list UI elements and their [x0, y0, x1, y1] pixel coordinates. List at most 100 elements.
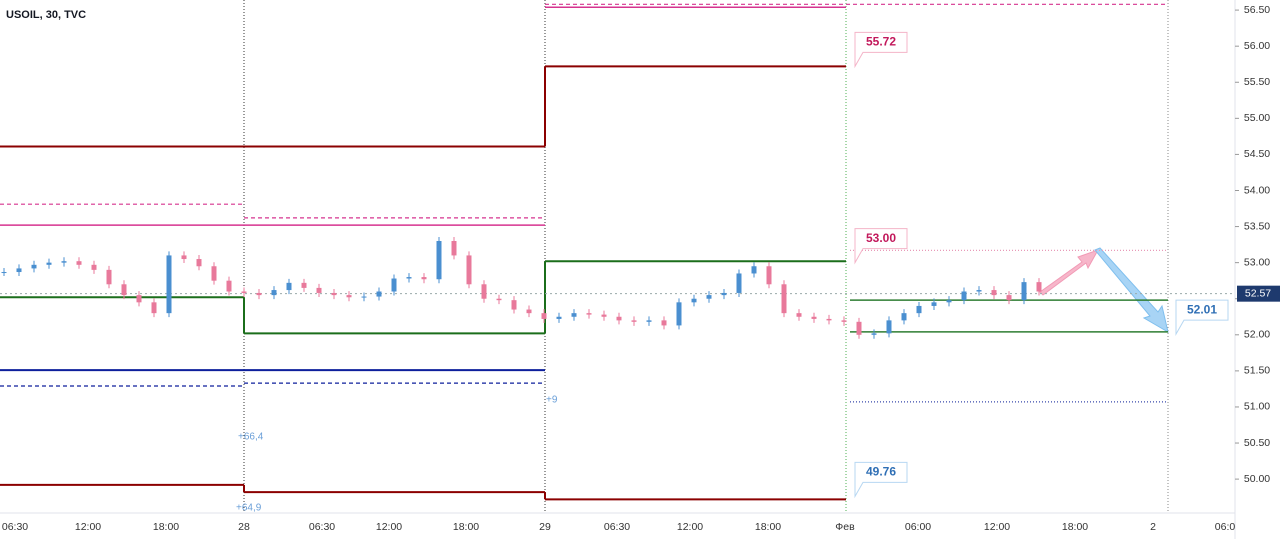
- x-tick-label: 06:00: [905, 521, 931, 533]
- candle: [361, 296, 367, 298]
- x-tick-label: 28: [238, 521, 250, 533]
- candle: [631, 320, 637, 322]
- y-tick-label: 52.00: [1244, 329, 1270, 341]
- chart-title: USOIL, 30, TVC: [6, 9, 86, 21]
- callout-box: [854, 228, 908, 265]
- candle: [16, 268, 22, 273]
- candle: [811, 316, 817, 319]
- candle: [1036, 282, 1042, 292]
- callout-box: [1175, 299, 1229, 336]
- candle: [226, 280, 232, 292]
- callout: 53.00: [854, 228, 908, 265]
- candle: [451, 240, 457, 256]
- y-tick-label: 50.00: [1244, 473, 1270, 485]
- candle: [556, 316, 562, 319]
- candle: [1021, 282, 1027, 301]
- candle: [241, 291, 247, 293]
- x-tick-label: 12:00: [984, 521, 1010, 533]
- callout-box: [854, 461, 908, 499]
- arrow-down: [1094, 247, 1169, 334]
- candle: [391, 278, 397, 292]
- note: +64,9: [236, 503, 262, 514]
- x-tick-label: 12:00: [677, 521, 703, 533]
- arrow-up: [1039, 249, 1100, 296]
- candle: [721, 292, 727, 296]
- candle: [601, 314, 607, 317]
- callout-label: 53.00: [866, 231, 896, 245]
- y-tick-label: 55.50: [1244, 76, 1270, 88]
- note: +9: [546, 395, 558, 406]
- x-tick-label: 06:30: [604, 521, 630, 533]
- candle: [826, 318, 832, 321]
- callout-label: 49.76: [866, 465, 896, 479]
- candle: [796, 313, 802, 317]
- candle: [436, 240, 442, 280]
- x-tick-label: 2: [1150, 521, 1156, 533]
- candle: [871, 333, 877, 335]
- x-tick-label: Фев: [835, 521, 855, 533]
- candle: [691, 298, 697, 303]
- candle: [676, 302, 682, 326]
- callout: 55.72: [854, 31, 908, 69]
- candle: [736, 273, 742, 293]
- candle: [511, 300, 517, 310]
- y-tick-label: 54.00: [1244, 184, 1270, 196]
- candle: [751, 266, 757, 274]
- candle: [646, 320, 652, 322]
- candle: [106, 269, 112, 285]
- candle: [91, 264, 97, 270]
- candle: [286, 282, 292, 291]
- price-box: [1237, 285, 1280, 302]
- candle: [781, 284, 787, 314]
- y-tick-label: 51.50: [1244, 365, 1270, 377]
- candle: [901, 313, 907, 321]
- candle: [586, 313, 592, 315]
- candle: [976, 290, 982, 292]
- candle: [886, 320, 892, 334]
- candle: [961, 291, 967, 301]
- candle: [571, 313, 577, 317]
- y-tick-label: 51.00: [1244, 401, 1270, 413]
- x-tick-label: 18:00: [1062, 521, 1088, 533]
- candle: [661, 320, 667, 326]
- x-tick-label: 06:30: [2, 521, 28, 533]
- candle: [376, 291, 382, 297]
- candle: [1, 272, 7, 274]
- candle: [406, 277, 412, 279]
- candle: [706, 295, 712, 299]
- candle: [61, 261, 67, 263]
- x-tick-label: 18:00: [755, 521, 781, 533]
- candle: [946, 300, 952, 303]
- candle: [526, 309, 532, 314]
- x-tick-label: 06:0: [1215, 521, 1236, 533]
- candle: [991, 290, 997, 296]
- callout-label: 52.01: [1187, 302, 1217, 316]
- y-tick-label: 56.00: [1244, 40, 1270, 52]
- y-tick-label: 50.50: [1244, 437, 1270, 449]
- x-tick-label: 18:00: [153, 521, 179, 533]
- x-tick-label: 06:30: [309, 521, 335, 533]
- candle: [46, 262, 52, 265]
- candle: [76, 261, 82, 265]
- x-tick-label: 18:00: [453, 521, 479, 533]
- y-tick-label: 54.50: [1244, 148, 1270, 160]
- candle: [331, 292, 337, 296]
- candle: [466, 255, 472, 285]
- price-label: 52.57: [1245, 287, 1271, 299]
- callout-box: [854, 31, 908, 69]
- x-tick-label: 29: [539, 521, 551, 533]
- candle: [151, 302, 157, 314]
- callout: 49.76: [854, 461, 908, 499]
- candle: [496, 298, 502, 301]
- candle: [481, 284, 487, 299]
- candle: [181, 255, 187, 260]
- candle: [166, 255, 172, 314]
- candle: [196, 259, 202, 267]
- candle: [1006, 295, 1012, 301]
- target-callout: 52.01: [1175, 299, 1229, 336]
- candle: [541, 313, 547, 319]
- candle: [211, 266, 217, 281]
- y-tick-label: 56.50: [1244, 4, 1270, 16]
- candle: [421, 277, 427, 280]
